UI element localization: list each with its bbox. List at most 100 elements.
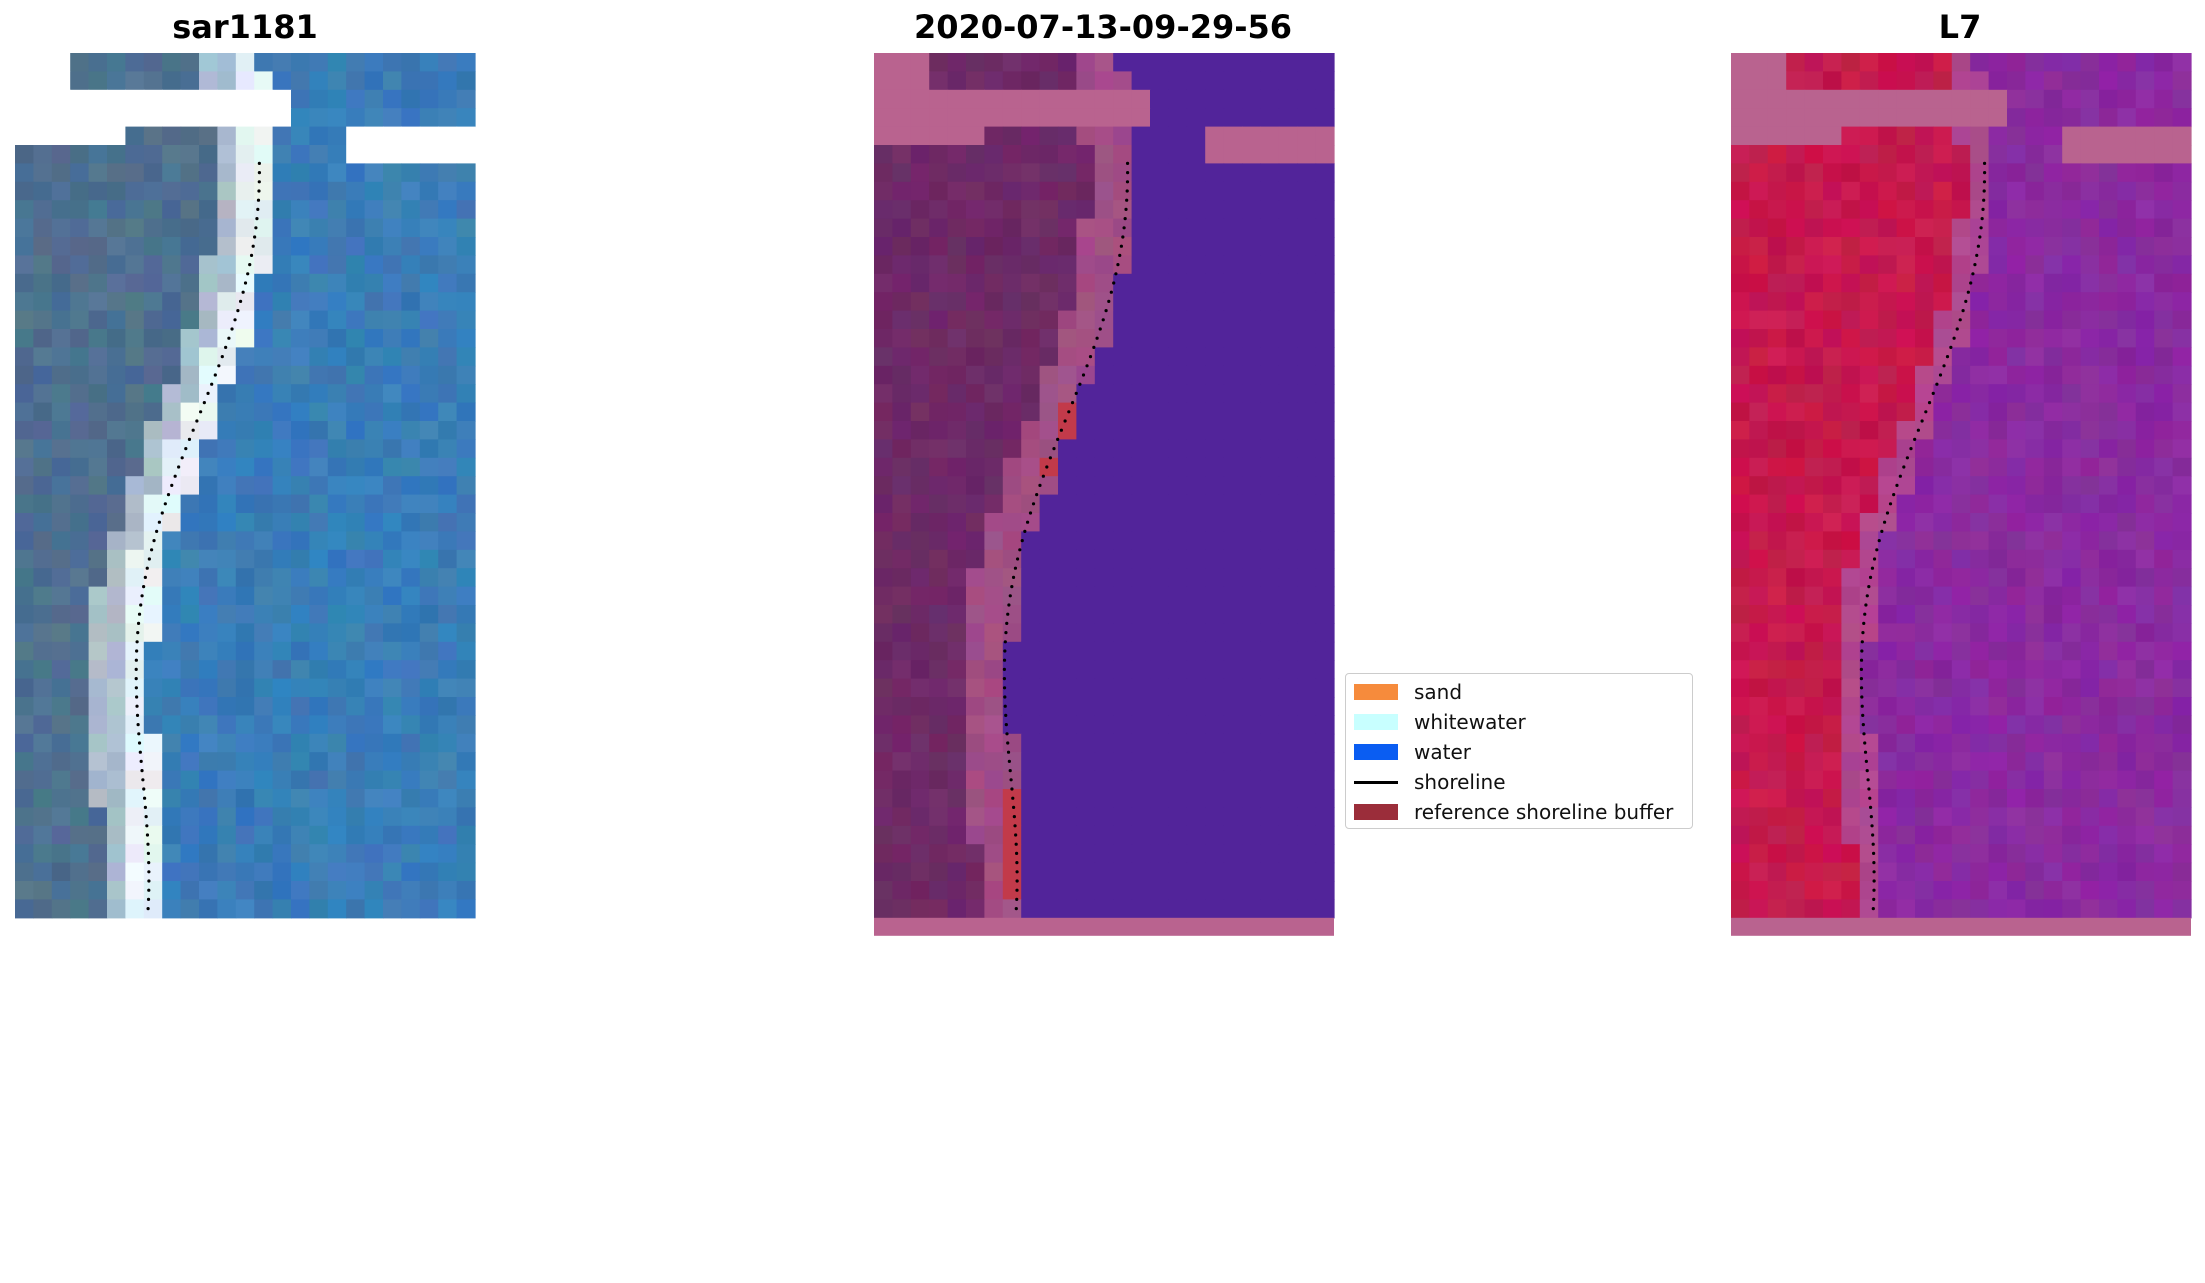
image-pixel [1804, 457, 1824, 477]
image-pixel [1205, 770, 1225, 790]
image-pixel [364, 163, 384, 183]
image-pixel [143, 605, 163, 624]
image-pixel [929, 329, 949, 348]
image-pixel [1749, 586, 1769, 606]
image-pixel [1002, 733, 1022, 753]
image-pixel [438, 586, 458, 606]
image-pixel [1896, 292, 1916, 312]
image-pixel [125, 513, 145, 532]
image-pixel [199, 439, 218, 459]
image-pixel [1076, 365, 1096, 385]
image-pixel [1841, 641, 1861, 661]
image-pixel [2062, 825, 2082, 845]
image-pixel [1297, 697, 1317, 716]
image-pixel [383, 733, 402, 753]
image-pixel [51, 292, 71, 312]
image-pixel [1970, 844, 1990, 864]
image-pixel [1094, 678, 1114, 698]
image-pixel [2080, 789, 2100, 808]
image-pixel [1260, 770, 1280, 790]
image-pixel [1767, 126, 1787, 146]
image-pixel [984, 181, 1004, 201]
image-pixel [966, 53, 985, 72]
image-pixel [1058, 844, 1077, 864]
image-pixel [364, 255, 384, 275]
image-pixel [1002, 126, 1022, 146]
image-pixel [419, 733, 439, 753]
image-pixel [1896, 71, 1916, 91]
image-pixel [1094, 715, 1114, 735]
image-pixel [235, 71, 255, 91]
image-pixel [1951, 89, 1971, 109]
image-pixel [2154, 513, 2174, 532]
image-pixel [1988, 457, 2008, 477]
image-pixel [929, 862, 949, 882]
image-pixel [309, 126, 329, 146]
image-pixel [1731, 200, 1750, 220]
image-pixel [1002, 513, 1022, 532]
image-pixel [2172, 513, 2192, 532]
image-pixel [1933, 697, 1953, 716]
image-pixel [383, 421, 402, 440]
image-pixel [2025, 752, 2045, 772]
image-pixel [910, 292, 930, 312]
image-pixel [1896, 586, 1916, 606]
image-pixel [291, 531, 310, 551]
image-pixel [107, 181, 126, 201]
image-pixel [1841, 770, 1861, 790]
image-pixel [272, 145, 292, 164]
image-pixel [419, 660, 439, 680]
shoreline-point [1916, 428, 1920, 432]
image-pixel [1058, 347, 1077, 367]
shoreline-point [1864, 603, 1868, 607]
image-pixel [254, 494, 274, 514]
image-pixel [1915, 862, 1934, 882]
image-pixel [346, 384, 366, 404]
image-pixel [51, 568, 71, 588]
image-pixel [291, 623, 310, 643]
image-pixel [2172, 365, 2192, 385]
image-pixel [1878, 678, 1898, 698]
shoreline-point [170, 483, 174, 487]
image-pixel [2080, 586, 2100, 606]
image-pixel [1260, 623, 1280, 643]
image-pixel [309, 402, 329, 422]
image-pixel [199, 697, 218, 716]
image-pixel [1951, 292, 1971, 312]
image-pixel [1878, 789, 1898, 808]
image-pixel [2043, 752, 2063, 772]
image-pixel [1823, 365, 1842, 385]
image-pixel [1205, 365, 1225, 385]
image-pixel [346, 53, 366, 72]
image-pixel [217, 402, 237, 422]
image-pixel [456, 476, 476, 496]
image-pixel [1804, 181, 1824, 201]
image-pixel [892, 623, 912, 643]
image-pixel [107, 844, 126, 864]
shoreline-point [1872, 897, 1876, 902]
image-pixel [346, 71, 366, 91]
image-pixel [1859, 862, 1879, 882]
image-pixel [874, 531, 893, 551]
image-pixel [984, 439, 1004, 459]
image-pixel [1113, 899, 1133, 919]
shoreline-point [1006, 750, 1011, 754]
image-pixel [2080, 402, 2100, 422]
image-pixel [1242, 789, 1261, 808]
image-pixel [1859, 605, 1879, 624]
image-pixel [33, 347, 53, 367]
image-pixel [272, 292, 292, 312]
image-pixel [1223, 715, 1243, 735]
image-pixel [1988, 439, 2008, 459]
image-pixel [2043, 862, 2063, 882]
image-pixel [88, 163, 108, 183]
image-pixel [1131, 329, 1151, 348]
image-pixel [947, 53, 967, 72]
image-pixel [383, 53, 402, 72]
image-pixel [1186, 752, 1206, 772]
image-pixel [1131, 678, 1151, 698]
image-pixel [217, 53, 237, 72]
image-pixel [1076, 660, 1096, 680]
image-pixel [929, 402, 949, 422]
image-pixel [1076, 181, 1096, 201]
